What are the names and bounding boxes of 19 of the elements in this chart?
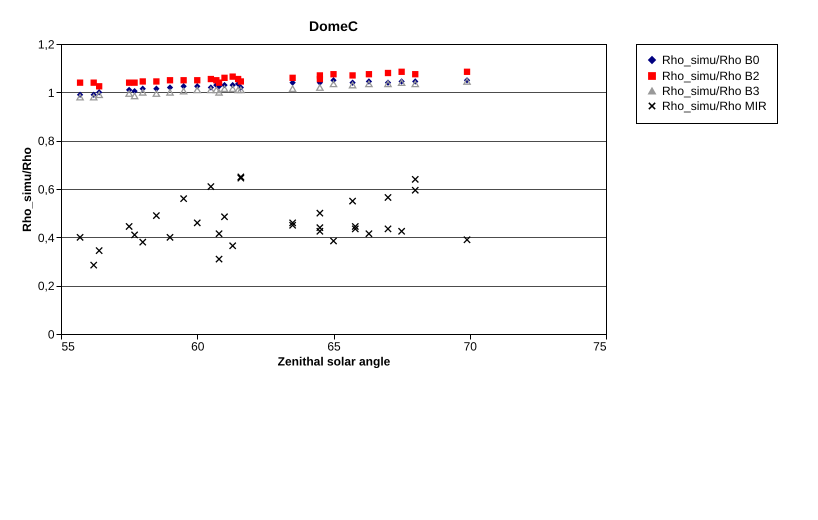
legend-label: Rho_simu/Rho B0 [662,53,760,67]
y-axis-title: Rho_simu/Rho [20,147,34,232]
x-tick-label: 60 [191,340,205,354]
legend-label: Rho_simu/Rho B3 [662,84,760,98]
x-tick-label: 75 [593,340,607,354]
legend-label: Rho_simu/Rho MIR [662,99,768,113]
x-tick-label: 70 [464,340,478,354]
x-axis-title: Zenithal solar angle [278,354,391,368]
y-tick-label: 1 [48,86,55,100]
y-tick-label: 0,2 [38,279,55,294]
chart-title: DomeC [308,18,358,34]
y-tick-label: 1,2 [38,38,55,52]
x-tick-label: 65 [327,340,341,354]
y-tick-label: 0,8 [38,134,55,148]
x-tick-label: 55 [62,340,76,354]
y-tick-label: 0,4 [38,230,55,245]
y-tick-label: 0 [48,328,55,342]
y-tick-label: 0,6 [38,182,55,196]
legend-label: Rho_simu/Rho B2 [662,69,760,83]
